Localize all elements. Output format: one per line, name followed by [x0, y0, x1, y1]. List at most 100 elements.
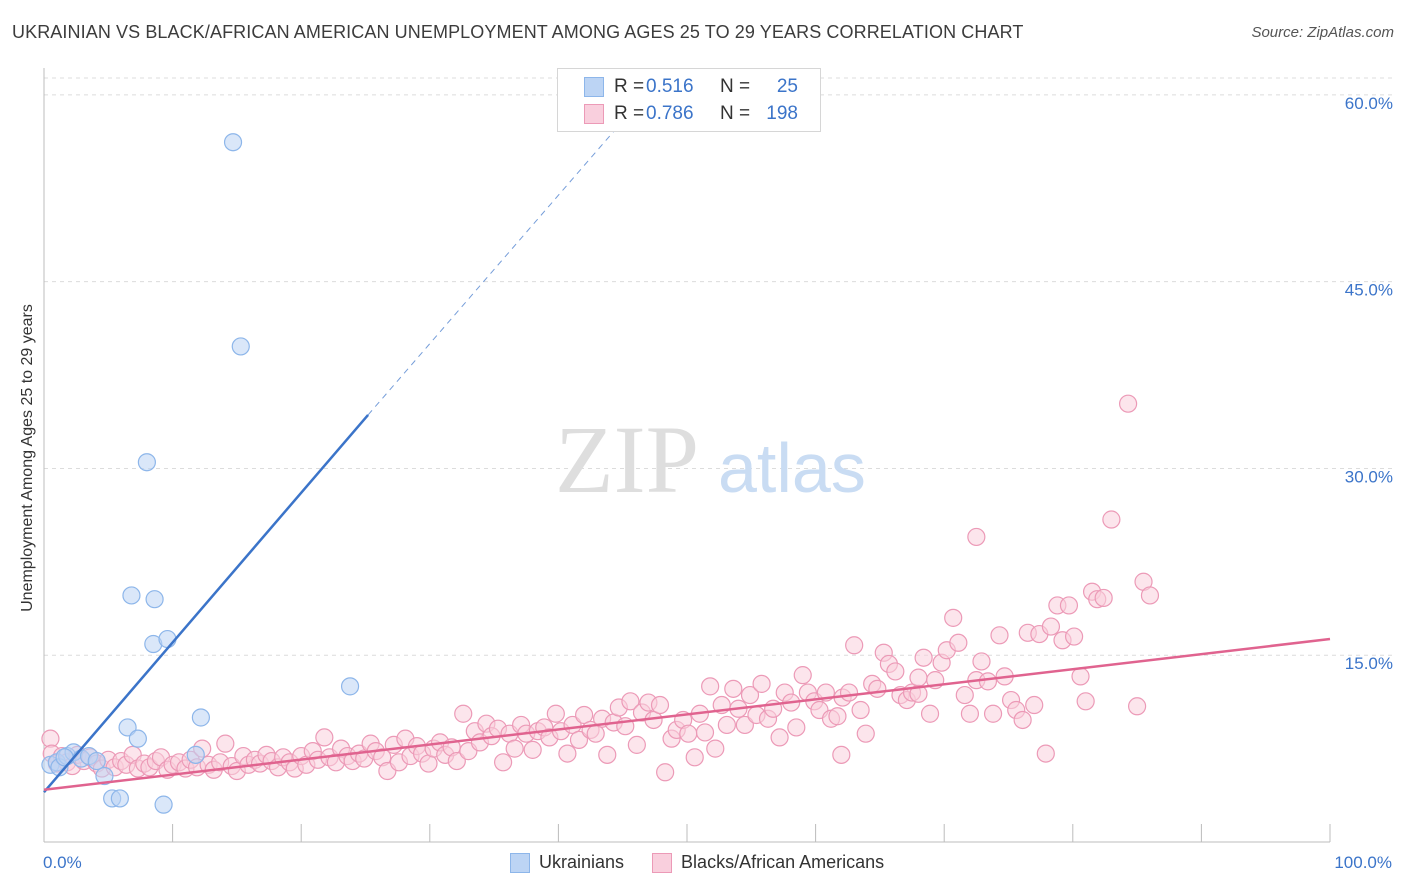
y-axis-label: Unemployment Among Ages 25 to 29 years — [19, 304, 36, 612]
point-blacks — [914, 648, 933, 667]
point-ukrainians — [186, 745, 205, 764]
legend-item-blacks[interactable]: Blacks/African Americans — [652, 852, 884, 873]
watermark-atlas: atlas — [718, 429, 866, 507]
y-tick-labels: 15.0% 30.0% 45.0% 60.0% — [1345, 94, 1393, 673]
point-blacks — [832, 745, 851, 764]
point-ukrainians — [128, 729, 147, 748]
point-blacks — [752, 674, 771, 693]
point-ukrainians — [231, 337, 250, 356]
n-label: N = — [720, 103, 751, 124]
point-blacks — [546, 704, 565, 723]
point-blacks — [856, 724, 875, 743]
point-blacks — [505, 739, 524, 758]
point-blacks — [960, 704, 980, 723]
point-blacks — [216, 734, 235, 753]
point-blacks — [447, 751, 466, 771]
correlation-legend: R = 0.516 N = 25 R = 0.786 N = 198 — [557, 68, 821, 132]
point-blacks — [1102, 510, 1121, 529]
point-blacks — [717, 715, 736, 735]
point-blacks — [454, 704, 473, 723]
point-blacks — [1013, 710, 1032, 730]
trend-ukrainians-extension — [367, 113, 630, 416]
point-blacks — [770, 728, 789, 747]
point-blacks — [828, 707, 847, 726]
point-ukrainians — [158, 629, 177, 649]
r-value: 0.786 — [646, 103, 694, 124]
swatch-pink — [584, 104, 604, 124]
point-blacks — [1076, 692, 1095, 711]
y-tick-label: 15.0% — [1345, 654, 1393, 673]
point-blacks — [990, 626, 1009, 645]
point-ukrainians — [122, 586, 141, 605]
n-label: N = — [720, 76, 751, 97]
point-blacks — [1127, 697, 1147, 716]
trend-lines — [43, 113, 1331, 794]
point-blacks — [679, 724, 698, 743]
point-blacks — [315, 728, 334, 747]
x-tick-min: 0.0% — [43, 853, 82, 872]
point-blacks — [851, 700, 870, 720]
point-ukrainians — [55, 748, 74, 767]
point-blacks — [983, 704, 1003, 723]
y-tick-label: 30.0% — [1345, 467, 1393, 486]
legend-label-blacks: Blacks/African Americans — [681, 852, 885, 872]
point-blacks — [886, 662, 905, 681]
point-ukrainians — [137, 453, 156, 472]
point-blacks — [695, 723, 715, 742]
r-label: R = — [614, 103, 645, 124]
point-blacks — [735, 715, 754, 735]
point-ukrainians — [145, 590, 164, 609]
point-blacks — [627, 735, 646, 754]
swatch-blue — [510, 852, 530, 873]
point-blacks — [839, 683, 859, 702]
point-blacks — [656, 763, 675, 782]
x-tick-max: 100.0% — [1334, 853, 1392, 872]
point-blacks — [598, 745, 617, 764]
legend-label-ukrainians: Ukrainians — [539, 852, 625, 872]
series-ukrainians-points — [41, 133, 360, 814]
trend-blacks — [43, 637, 1331, 791]
point-blacks — [650, 695, 670, 715]
legend-row-blacks: R = 0.786 N = 198 — [584, 102, 798, 126]
r-label: R = — [614, 76, 645, 97]
source-label: Source: ZipAtlas.com — [1251, 24, 1394, 41]
grid-lines — [44, 77, 1392, 656]
n-value: 198 — [766, 103, 798, 124]
point-blacks — [1059, 596, 1079, 615]
point-ukrainians — [110, 789, 129, 808]
y-tick-label: 60.0% — [1345, 94, 1393, 113]
point-blacks — [1071, 667, 1090, 686]
point-blacks — [494, 753, 513, 772]
point-blacks — [909, 684, 928, 703]
point-ukrainians — [191, 708, 210, 727]
point-blacks — [1140, 586, 1160, 605]
point-blacks — [701, 677, 720, 696]
watermark: ZIP atlas — [555, 406, 866, 513]
r-value: 0.516 — [646, 76, 694, 97]
point-blacks — [740, 685, 760, 705]
point-blacks — [1064, 627, 1084, 646]
point-blacks — [868, 679, 887, 698]
point-blacks — [949, 633, 968, 652]
point-blacks — [944, 608, 963, 627]
point-ukrainians — [87, 751, 106, 771]
point-blacks — [955, 685, 974, 705]
legend-item-ukrainians[interactable]: Ukrainians — [510, 852, 624, 873]
point-blacks — [621, 692, 640, 711]
swatch-pink — [652, 852, 673, 873]
point-blacks — [1041, 617, 1061, 636]
point-ukrainians — [340, 677, 360, 696]
point-blacks — [967, 527, 986, 547]
point-blacks — [569, 730, 589, 749]
y-tick-label: 45.0% — [1345, 281, 1393, 300]
watermark-zip: ZIP — [555, 406, 699, 513]
point-blacks — [724, 679, 743, 698]
point-blacks — [1036, 744, 1055, 763]
point-blacks — [1025, 695, 1044, 715]
axes — [43, 68, 1331, 843]
point-blacks — [909, 668, 928, 687]
point-blacks — [558, 744, 577, 763]
point-ukrainians — [223, 133, 243, 152]
legend-row-ukrainians: R = 0.516 N = 25 — [584, 75, 798, 99]
